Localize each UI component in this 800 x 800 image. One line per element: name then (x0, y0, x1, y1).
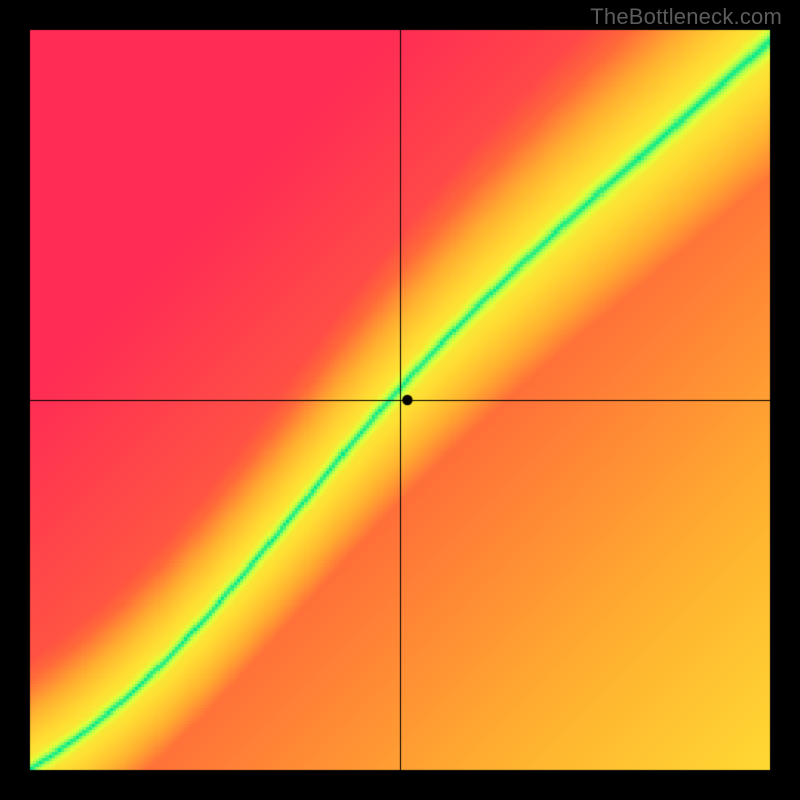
heatmap-container: { "attribution": "TheBottleneck.com", "a… (0, 0, 800, 800)
attribution-text: TheBottleneck.com (590, 4, 782, 30)
heatmap-canvas (0, 0, 800, 800)
